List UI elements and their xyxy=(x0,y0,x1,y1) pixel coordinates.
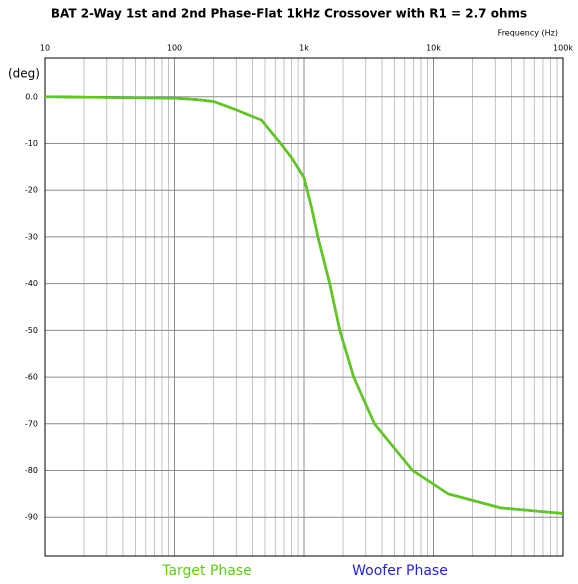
y-tick-label: -30 xyxy=(25,232,38,241)
y-tick-label: 0.0 xyxy=(25,92,38,101)
x-tick-label: 100 xyxy=(167,44,182,53)
y-tick-label: -70 xyxy=(25,419,38,428)
y-tick-label: -80 xyxy=(25,466,38,475)
plot-frame xyxy=(44,57,564,557)
y-axis-label: (deg) xyxy=(8,67,40,81)
legend-entry: Target Phase xyxy=(161,563,252,579)
x-axis-label: Frequency (Hz) xyxy=(498,29,558,38)
legend-entry: Woofer Phase xyxy=(352,563,448,579)
x-tick-label: 10 xyxy=(40,44,50,53)
chart-title: BAT 2-Way 1st and 2nd Phase-Flat 1kHz Cr… xyxy=(51,7,527,21)
x-tick-label: 10k xyxy=(426,44,441,53)
x-tick-label: 100k xyxy=(553,44,573,53)
x-tick-label: 1k xyxy=(299,44,309,53)
y-tick-label: -20 xyxy=(25,186,38,195)
y-tick-label: -10 xyxy=(25,139,38,148)
data-line xyxy=(44,95,564,515)
y-tick-label: -60 xyxy=(25,373,38,382)
y-tick-label: -90 xyxy=(25,513,38,522)
y-tick-label: -40 xyxy=(25,279,38,288)
y-tick-label: -50 xyxy=(25,326,38,335)
